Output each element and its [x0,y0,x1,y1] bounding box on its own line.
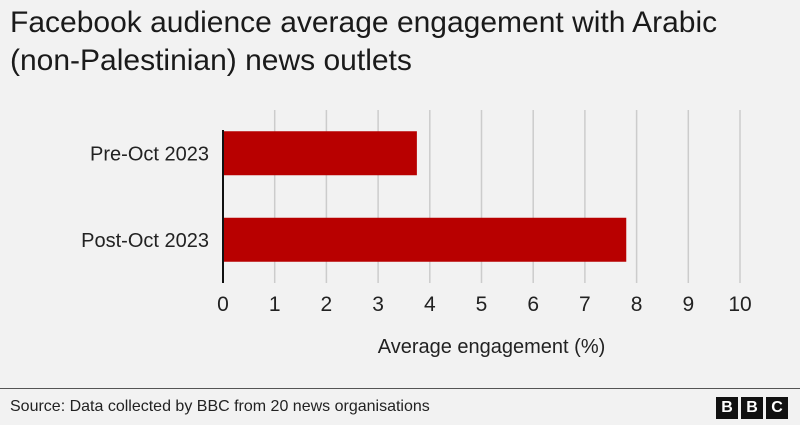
category-label-0: Pre-Oct 2023 [90,143,209,165]
bbc-logo: B B C [716,397,788,419]
x-tick-label-7: 7 [579,293,591,316]
chart-title: Facebook audience average engagement wit… [10,6,718,77]
x-tick-label-3: 3 [372,293,384,316]
x-tick-label-8: 8 [631,293,643,316]
x-tick-label-10: 10 [728,293,751,316]
bar-1 [223,217,627,262]
logo-letter-1: B [716,397,738,419]
bar-0 [223,131,417,176]
logo-letter-3: C [766,397,788,419]
x-tick-label-5: 5 [476,293,488,316]
logo-letter-2: B [741,397,763,419]
bar-chart: Pre-Oct 2023 Post-Oct 2023 0 1 2 3 4 5 6 7 8 9 10 Ave… [81,110,752,358]
x-tick-label-2: 2 [321,293,333,316]
x-tick-label-1: 1 [269,293,281,316]
x-tick-label-4: 4 [424,293,436,316]
x-tick-label-9: 9 [682,293,694,316]
x-tick-label-6: 6 [527,293,539,316]
x-tick-label-0: 0 [217,293,229,316]
source-note: Source: Data collected by BBC from 20 ne… [10,398,430,415]
x-axis-title: Average engagement (%) [378,336,606,358]
category-label-1: Post-Oct 2023 [81,230,209,252]
footer-divider [0,388,800,389]
